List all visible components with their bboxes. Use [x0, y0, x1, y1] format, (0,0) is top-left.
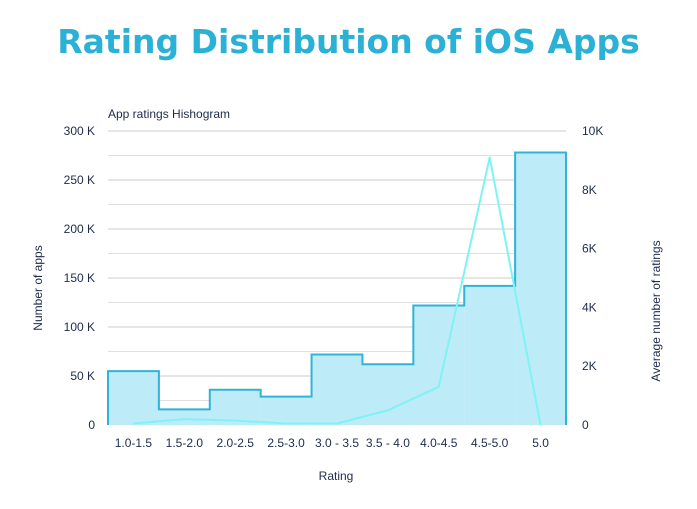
histogram-bar	[158, 409, 210, 425]
y-left-tick-label: 100 K	[64, 320, 95, 334]
x-tick-label: 2.5-3.0	[267, 436, 305, 450]
y-right-tick-label: 6K	[582, 242, 597, 256]
y-right-tick-label: 8K	[582, 183, 597, 197]
y-left-tick-label: 300 K	[64, 124, 95, 138]
y-left-tick-label: 0	[88, 418, 95, 432]
x-tick-label: 4.0-4.5	[420, 436, 458, 450]
average-ratings-line	[133, 156, 542, 426]
histogram-outline	[107, 151, 567, 425]
y-left-tick-label: 50 K	[70, 369, 95, 383]
x-tick-label: 4.5-5.0	[471, 436, 509, 450]
y-right-tick-label: 0	[582, 418, 589, 432]
y-left-tick-label: 250 K	[64, 173, 95, 187]
histogram-bars	[107, 151, 567, 425]
x-tick-label: 1.0-1.5	[115, 436, 153, 450]
x-tick-label: 3.0 - 3.5	[315, 436, 359, 450]
x-tick-label: 5.0	[532, 436, 549, 450]
x-tick-label: 3.5 - 4.0	[366, 436, 410, 450]
y-axis-left-label: Number of apps	[31, 245, 45, 330]
x-axis-label: Rating	[319, 469, 354, 483]
histogram-bar	[413, 305, 465, 425]
y-axis-right-label: Average number of ratings	[649, 240, 663, 381]
chart-subtitle: App ratings Hishogram	[108, 107, 230, 121]
histogram-bar	[311, 354, 363, 425]
histogram-bar	[260, 396, 312, 425]
y-right-tick-label: 2K	[582, 359, 597, 373]
histogram-bar	[464, 285, 516, 425]
y-left-tick-label: 200 K	[64, 222, 95, 236]
x-tick-label: 1.5-2.0	[166, 436, 204, 450]
chart-title: Rating Distribution of iOS Apps	[57, 22, 640, 61]
histogram-bar	[515, 152, 566, 425]
axes: 0 50 K 100 K 150 K 200 K 250 K 300 K 0 2K 4K 6K 8K 1…	[64, 124, 604, 450]
y-right-tick-label: 4K	[582, 300, 597, 314]
y-right-tick-label: 10K	[582, 124, 603, 138]
histogram-bar	[108, 371, 159, 425]
y-left-tick-label: 150 K	[64, 271, 95, 285]
x-tick-label: 2.0-2.5	[217, 436, 255, 450]
